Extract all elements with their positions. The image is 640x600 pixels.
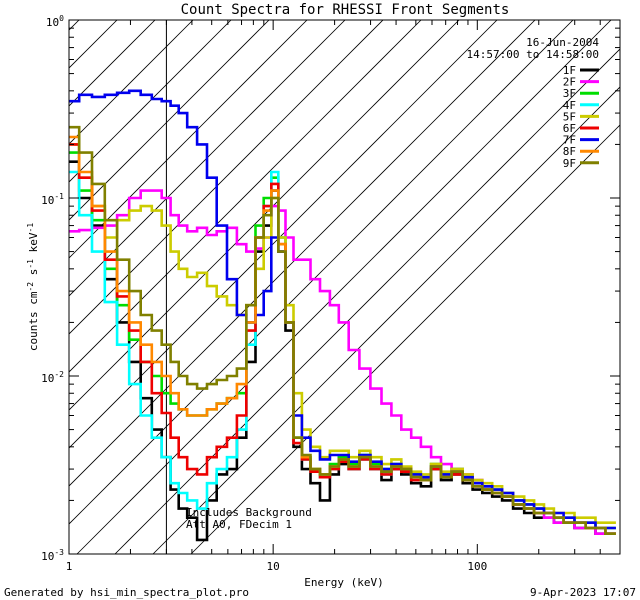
series-1F-line bbox=[69, 160, 616, 542]
hatch-line bbox=[69, 20, 346, 297]
hatch-line bbox=[69, 20, 308, 259]
legend-label-7F: 7F bbox=[563, 134, 576, 147]
y-tick-label: 10-1 bbox=[41, 192, 64, 207]
y-tick-label: 100 bbox=[46, 14, 64, 29]
x-tick-label: 1 bbox=[66, 560, 73, 573]
legend: 16-Jun-2004 14:57:00 to 14:58:00 1F2F3F4… bbox=[467, 36, 600, 170]
hatch-line bbox=[69, 20, 194, 145]
date-annotation: 16-Jun-2004 bbox=[526, 36, 599, 49]
series-7F-line bbox=[69, 89, 616, 530]
x-tick-label: 100 bbox=[467, 560, 487, 573]
hatch-line bbox=[69, 20, 118, 69]
hatch-line bbox=[114, 48, 620, 554]
legend-label-6F: 6F bbox=[563, 122, 576, 135]
hatch-line bbox=[69, 20, 574, 525]
background-note: Includes Background bbox=[186, 506, 312, 519]
legend-label-8F: 8F bbox=[563, 145, 576, 158]
y-axis-label-text: counts cm-2 s-1 keV-1 bbox=[26, 223, 40, 351]
hatch-line bbox=[69, 20, 232, 183]
legend-label-1F: 1F bbox=[563, 64, 576, 77]
plot-frame bbox=[68, 19, 621, 555]
timestamp-text: 9-Apr-2023 17:07 bbox=[530, 586, 636, 599]
series-8F-line bbox=[69, 135, 616, 535]
y-axis-label: counts cm-2 s-1 keV-1 bbox=[26, 223, 40, 351]
hatch-line bbox=[69, 20, 80, 31]
legend-label-3F: 3F bbox=[563, 87, 576, 100]
hatch-line bbox=[76, 20, 612, 554]
series-3F-line bbox=[69, 151, 616, 530]
attenuator-note: Att A0, FDecim 1 bbox=[186, 518, 292, 531]
chart-title: Count Spectra for RHESSI Front Segments bbox=[181, 2, 510, 18]
legend-label-2F: 2F bbox=[563, 76, 576, 89]
hatch-line bbox=[69, 20, 422, 373]
y-tick-label: 10-2 bbox=[41, 370, 64, 385]
series-group bbox=[69, 89, 616, 542]
legend-label-4F: 4F bbox=[563, 99, 576, 112]
hatch-line bbox=[69, 20, 460, 411]
series-6F-line bbox=[69, 143, 616, 535]
time-range-annotation: 14:57:00 to 14:58:00 bbox=[467, 48, 599, 61]
hatch-line bbox=[69, 20, 156, 107]
hatch-line bbox=[69, 20, 384, 335]
generated-by-text: Generated by hsi_min_spectra_plot.pro bbox=[4, 586, 249, 599]
y-tick-label: 10-3 bbox=[41, 548, 64, 563]
hatch-line bbox=[0, 0, 107, 554]
legend-label-5F: 5F bbox=[563, 110, 576, 123]
hatch-line bbox=[69, 20, 536, 487]
series-5F-line bbox=[69, 143, 616, 524]
series-4F-line bbox=[69, 170, 616, 535]
x-tick-label: 10 bbox=[267, 560, 280, 573]
hatch-line bbox=[152, 86, 620, 554]
legend-label-9F: 9F bbox=[563, 157, 576, 170]
hatch-line bbox=[69, 20, 270, 221]
x-axis-label: Energy (keV) bbox=[304, 576, 383, 589]
series-9F-line bbox=[69, 125, 616, 535]
hatch-line bbox=[190, 124, 620, 554]
